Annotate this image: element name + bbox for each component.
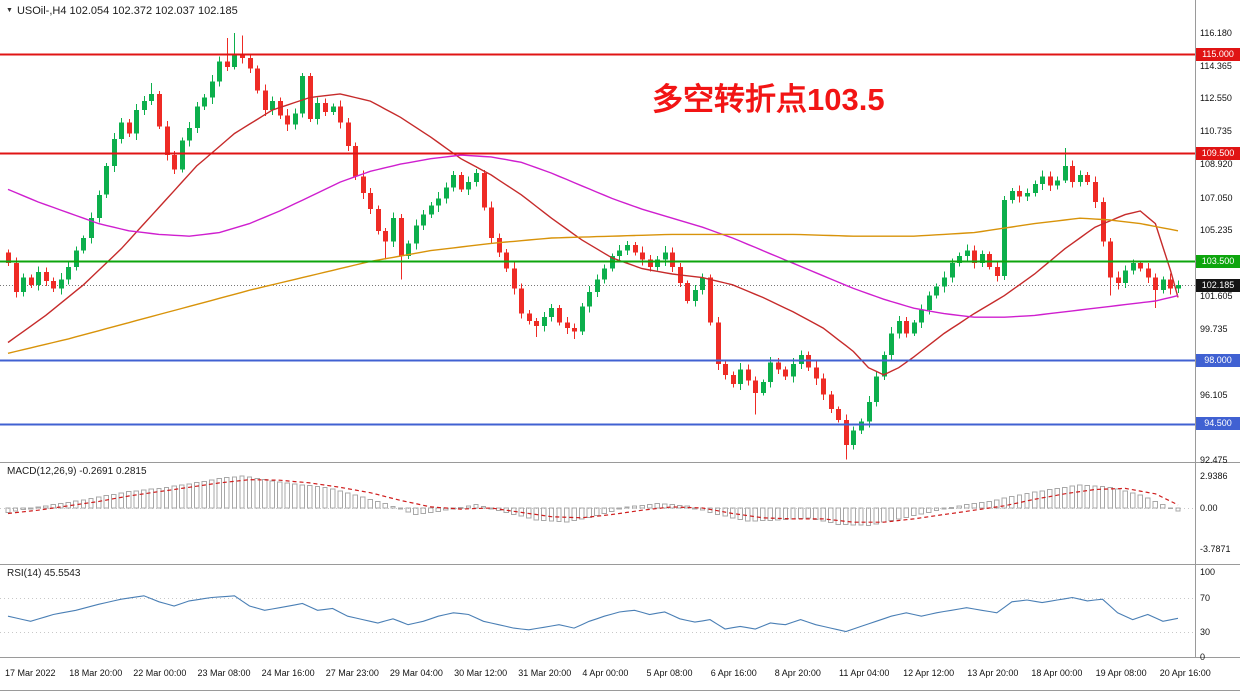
ma-line-magenta [7,154,1179,318]
price-axis-label: 114.365 [1200,60,1232,71]
time-axis-label: 6 Apr 16:00 [710,668,757,678]
rsi-axis-label: 0 [1200,652,1206,662]
price-level-badge: 98.000 [1196,354,1240,367]
price-level-badge: 94.500 [1196,417,1240,430]
time-axis-label: 20 Apr 16:00 [1159,668,1211,678]
panel-divider-macd[interactable] [0,462,1240,463]
price-level-badge: 103.500 [1196,254,1240,268]
rsi-line [7,595,1179,633]
macd-indicator-label: MACD(12,26,9) -0.2691 0.2815 [7,466,147,477]
price-axis-label: 105.235 [1200,225,1233,236]
price-axis-divider [1195,0,1196,657]
level-lines[interactable] [0,53,1195,426]
ma-line-mid-red [7,93,1179,376]
panel-divider-rsi[interactable] [0,564,1240,565]
candles[interactable] [6,33,1181,460]
macd-axis-label: 2.9386 [1200,471,1228,481]
price-level-badge: 109.500 [1196,146,1240,160]
time-axis-label: 23 Mar 08:00 [197,668,251,678]
macd-signal-line [7,479,1179,523]
price-axis-label: 112.550 [1200,93,1232,104]
price-axis-label: 116.180 [1200,28,1232,38]
price-level-badge: 102.185 [1196,278,1240,292]
time-axis-label: 13 Apr 20:00 [967,668,1019,678]
macd-axis-label: -3.7871 [1200,544,1231,555]
ma-line-orange [7,217,1179,354]
collapse-ohlc-icon[interactable]: ▼ [6,7,13,14]
rsi-indicator-label: RSI(14) 45.5543 [7,568,81,579]
price-axis-label: 108.920 [1200,158,1233,169]
price-axis-label: 107.050 [1200,192,1233,203]
time-axis-divider [0,657,1240,658]
rsi-axis-label: 100 [1200,567,1216,577]
trade-annotation: 多空转折点103.5 [652,82,885,117]
price-axis-label: 96.105 [1200,389,1228,400]
price-axis-label: 92.475 [1200,455,1228,465]
time-axis-label: 29 Mar 04:00 [389,668,443,678]
time-axis-label: 22 Mar 00:00 [133,668,187,678]
time-axis-label: 19 Apr 08:00 [1095,668,1147,678]
time-axis-label: 18 Apr 00:00 [1031,668,1083,678]
time-axis-label: 4 Apr 00:00 [582,668,629,678]
time-axis-label: 30 Mar 12:00 [454,668,508,678]
rsi-level-lines [0,598,1195,633]
time-axis-label: 31 Mar 20:00 [518,668,572,678]
time-axis-label: 11 Apr 04:00 [839,668,890,678]
chart-title-text: USOil-,H4 102.054 102.372 102.037 102.18… [16,5,238,17]
price-axis-label: 110.735 [1200,126,1232,137]
rsi-axis-label: 70 [1200,592,1211,603]
time-axis-label: 8 Apr 20:00 [774,668,821,678]
macd-histogram [5,475,1181,526]
rsi-axis-label: 30 [1200,626,1211,637]
time-axis-label: 18 Mar 20:00 [69,668,123,678]
macd-axis-label: 0.00 [1200,503,1218,513]
time-axis-label: 17 Mar 2022 [5,668,56,678]
chart-title: ▼ USOil-,H4 102.054 102.372 102.037 102.1… [6,5,238,17]
price-axis-label: 99.735 [1200,324,1228,335]
price-level-badge: 115.000 [1196,47,1240,61]
time-axis-label: 5 Apr 08:00 [646,668,693,678]
time-axis-label: 12 Apr 12:00 [903,668,955,678]
time-axis-label: 27 Mar 23:00 [325,668,379,678]
price-axis-label: 101.605 [1200,290,1233,301]
time-axis-label: 24 Mar 16:00 [261,668,315,678]
